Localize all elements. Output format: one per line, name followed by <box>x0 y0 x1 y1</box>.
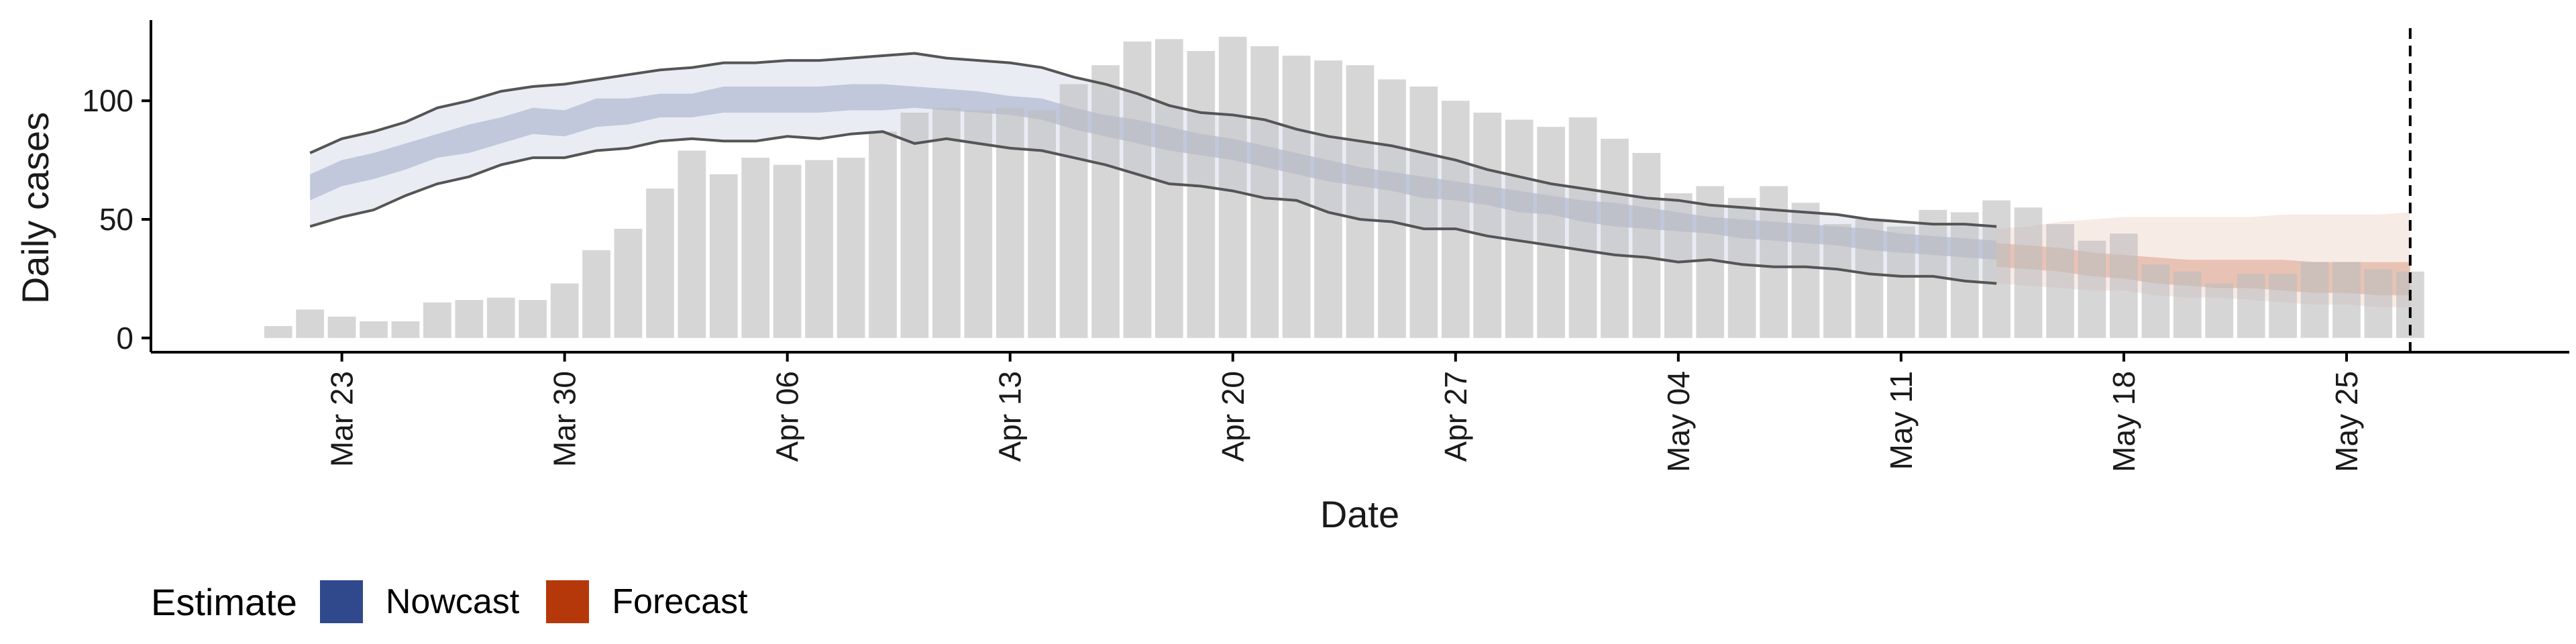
case-bar <box>773 164 802 338</box>
case-bar <box>1791 203 1820 338</box>
case-bar <box>964 110 993 338</box>
axes: 0 50 100 Mar 23 Mar 30 Apr 06 Apr 13 Apr 20 Apr … <box>82 20 2569 472</box>
case-bar <box>1028 110 1056 338</box>
case-bar <box>327 317 356 338</box>
x-axis-title: Date <box>1320 493 1399 535</box>
case-bar <box>519 300 547 338</box>
case-bar <box>1537 127 1565 338</box>
case-bar <box>1505 119 1534 338</box>
legend-label-nowcast: Nowcast <box>385 582 520 621</box>
x-tick-label: Mar 30 <box>547 371 582 467</box>
case-bar <box>741 158 770 338</box>
case-bar <box>1123 41 1152 338</box>
case-bar <box>1950 212 1979 338</box>
x-tick-label: Apr 13 <box>993 371 1028 462</box>
y-axis-title: Daily cases <box>14 112 56 304</box>
case-bar <box>709 174 738 338</box>
case-bar <box>678 150 706 338</box>
case-bar <box>1091 65 1120 338</box>
case-bar <box>455 300 484 338</box>
y-tick-label: 0 <box>116 321 133 356</box>
case-bar <box>264 326 292 338</box>
case-bar <box>805 160 833 338</box>
case-bar <box>1887 226 1915 338</box>
case-bar <box>423 302 451 338</box>
x-tick-label: May 11 <box>1884 371 1919 470</box>
x-tick-label: Mar 23 <box>325 371 360 467</box>
case-bar <box>1473 112 1502 338</box>
case-bar <box>2300 262 2329 338</box>
case-bar <box>932 107 961 338</box>
case-bar <box>1409 87 1438 338</box>
legend: Estimate Nowcast Forecast <box>151 578 775 625</box>
case-bar <box>1282 56 1311 338</box>
legend-title: Estimate <box>151 580 297 623</box>
case-bar <box>2110 233 2138 338</box>
x-tick-label: Apr 20 <box>1216 371 1250 462</box>
case-bar <box>1982 200 2010 338</box>
case-bar <box>1727 198 1756 338</box>
case-bar <box>2332 262 2361 338</box>
x-tick-label: May 04 <box>1661 371 1696 472</box>
case-bar <box>2364 269 2393 338</box>
case-bar <box>900 112 929 338</box>
case-bars <box>264 36 2424 338</box>
case-bar <box>296 309 324 338</box>
legend-label-forecast: Forecast <box>612 582 748 621</box>
case-bar <box>1314 60 1342 338</box>
case-bar <box>2014 207 2043 338</box>
case-bar <box>1855 219 1884 338</box>
case-bar <box>1919 209 1947 338</box>
legend-key-forecast <box>546 580 590 623</box>
case-bar <box>1378 79 1406 338</box>
case-bar <box>1601 138 1629 338</box>
y-tick-label: 50 <box>99 202 133 237</box>
y-tick-label: 100 <box>82 83 133 118</box>
case-bar <box>360 321 388 338</box>
case-bar <box>1568 117 1597 338</box>
case-bar <box>837 158 865 338</box>
case-bar <box>486 297 515 338</box>
case-bar <box>2078 240 2106 338</box>
case-bar <box>1441 101 1470 338</box>
case-bar <box>2141 264 2170 338</box>
case-bar <box>1059 84 1088 338</box>
case-bar <box>2173 271 2202 338</box>
case-bar <box>996 107 1024 338</box>
case-bar <box>582 250 610 338</box>
case-bar <box>1823 224 1851 338</box>
case-bar <box>869 131 897 338</box>
case-bar <box>614 229 643 338</box>
case-bar <box>2237 274 2265 338</box>
case-bar <box>1155 39 1183 338</box>
legend-key-nowcast <box>319 580 363 623</box>
case-bar <box>1632 153 1661 338</box>
x-tick-label: Apr 06 <box>770 371 805 462</box>
case-bar <box>1664 193 1693 338</box>
case-bar <box>2269 274 2297 338</box>
case-bar <box>1218 36 1247 338</box>
case-bar <box>391 321 420 338</box>
case-bar <box>550 283 579 338</box>
case-bar <box>646 189 674 338</box>
x-tick-label: May 25 <box>2329 371 2364 472</box>
nowcast-bound-lines <box>309 52 1997 285</box>
case-bar <box>2046 224 2074 338</box>
nowcast-lower-line <box>309 130 1997 285</box>
x-tick-label: May 18 <box>2106 371 2141 472</box>
case-bar <box>1187 51 1216 338</box>
case-bar <box>1346 65 1375 338</box>
nowcast-upper-line <box>309 52 1997 228</box>
x-tick-label: Apr 27 <box>1438 371 1473 462</box>
case-bar <box>2205 283 2234 338</box>
case-bar <box>1250 46 1279 338</box>
